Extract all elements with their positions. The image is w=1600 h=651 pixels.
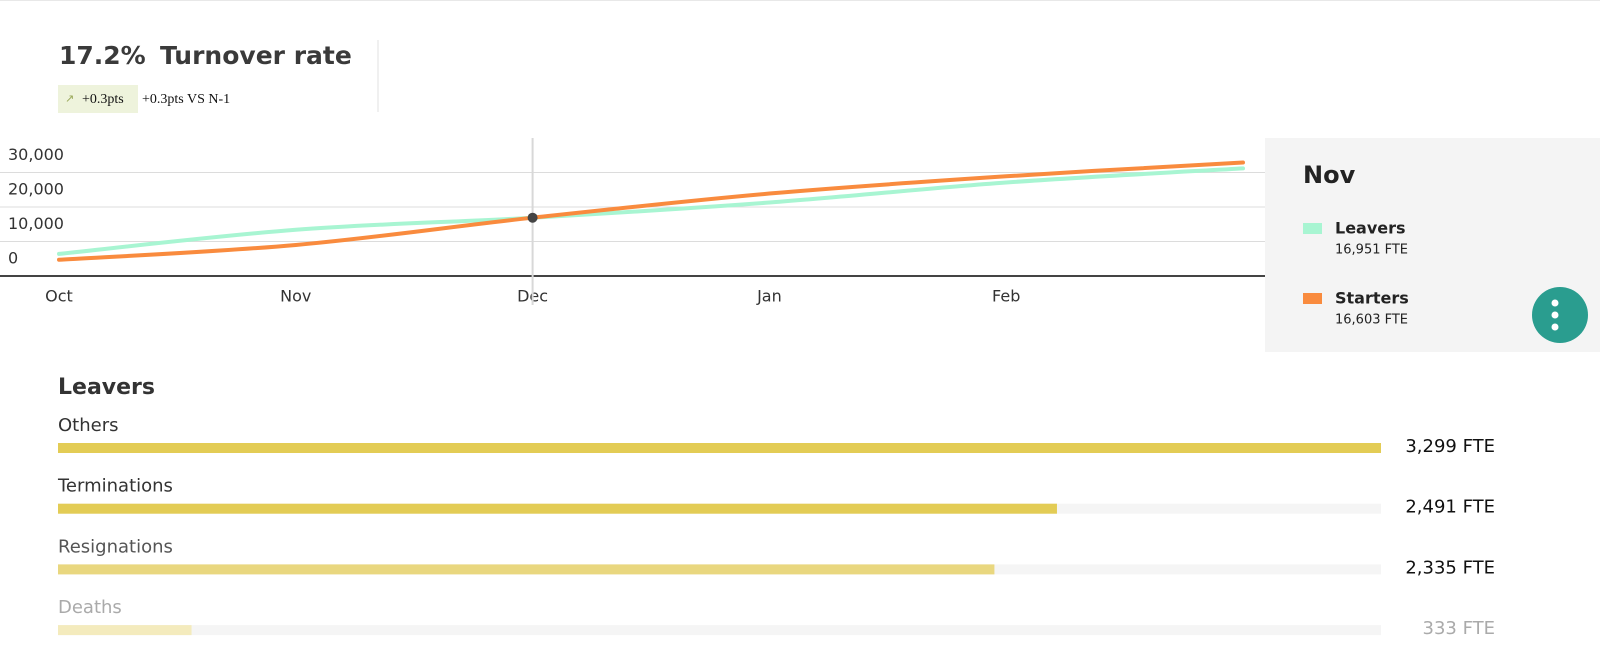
tooltip-title: Nov — [1303, 161, 1356, 189]
kpi-title: Turnover rate — [160, 41, 352, 70]
badge-bg — [58, 85, 138, 113]
menu-button[interactable] — [1532, 287, 1588, 343]
legend-swatch — [1303, 223, 1322, 234]
x-tick-label: Feb — [992, 287, 1020, 306]
tooltip-value: 16,603 FTE — [1335, 313, 1408, 328]
x-tick-label: Oct — [45, 287, 73, 306]
bar-value: 2,335 FTE — [1405, 557, 1495, 578]
legend-swatch — [1303, 293, 1322, 304]
x-tick-label: Jan — [756, 287, 782, 306]
bar — [58, 443, 1381, 453]
bar-label: Others — [58, 415, 119, 436]
bar-value: 333 FTE — [1423, 618, 1495, 639]
bar — [58, 564, 995, 575]
kpi-value: 17.2% — [59, 41, 146, 70]
y-tick-label: 30,000 — [8, 145, 64, 164]
x-tick-label: Nov — [280, 287, 311, 306]
bar-value: 3,299 FTE — [1405, 436, 1495, 457]
hover-dot — [527, 212, 538, 223]
bar-track — [58, 625, 1381, 636]
y-tick-label: 10,000 — [8, 214, 64, 233]
section-title: Leavers — [58, 375, 155, 400]
bar-label: Terminations — [57, 476, 173, 497]
tooltip-name: Leavers — [1335, 219, 1406, 238]
series-line — [57, 160, 1245, 262]
y-tick-label: 20,000 — [8, 180, 64, 199]
breakdown: Leavers Others 3,299 FTE Terminations 2,491 … — [57, 375, 1495, 639]
bar-value: 2,491 FTE — [1405, 497, 1495, 518]
badge-text: +0.3pts — [82, 92, 124, 107]
bar-label: Resignations — [58, 536, 173, 557]
trend-arrow: ↗ — [65, 92, 74, 105]
bar-label: Deaths — [58, 597, 122, 618]
comparison-text: +0.3pts VS N-1 — [142, 92, 230, 107]
y-tick-label: 0 — [8, 249, 18, 268]
bar — [58, 503, 1057, 514]
tooltip-name: Starters — [1335, 289, 1409, 308]
menu-dot — [1551, 323, 1559, 331]
tooltip-value: 16,951 FTE — [1335, 243, 1408, 258]
tooltip-items: Leavers 16,951 FTE Starters 16,603 FTE — [1303, 219, 1409, 328]
menu-dot — [1551, 311, 1559, 319]
bar — [58, 625, 192, 636]
menu-dot — [1551, 299, 1559, 307]
series-line — [57, 166, 1245, 256]
